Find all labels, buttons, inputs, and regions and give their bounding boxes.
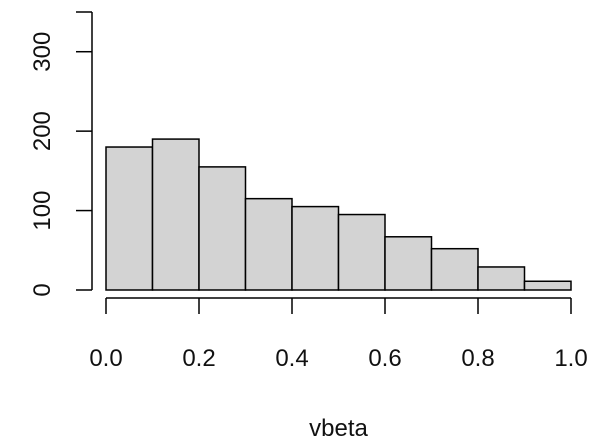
x-tick-label: 1.0	[554, 345, 587, 372]
histogram-bar	[384, 236, 433, 291]
y-tick-label: 300	[29, 32, 56, 72]
histogram-bar	[291, 205, 340, 291]
histogram-bar	[244, 197, 293, 291]
x-tick-label: 0.8	[461, 345, 494, 372]
histogram-bar	[523, 280, 572, 291]
x-tick-label: 0.6	[368, 345, 401, 372]
histogram-bar	[105, 146, 154, 291]
y-tick-label: 100	[29, 191, 56, 231]
x-tick-label: 0.2	[182, 345, 215, 372]
x-tick-label: 0.4	[275, 345, 308, 372]
x-axis-title: vbeta	[309, 415, 368, 442]
x-axis: 0.0 0.2 0.4 0.6 0.8 1.0	[89, 297, 588, 372]
histogram-bar	[337, 213, 386, 291]
y-axis: 0 100 200 300	[29, 11, 93, 297]
histogram-bar	[477, 266, 526, 291]
y-tick-label: 200	[29, 111, 56, 151]
histogram-bar	[198, 166, 247, 291]
x-tick-label: 0.0	[89, 345, 122, 372]
histogram-bar	[430, 247, 479, 291]
histogram-bar	[151, 138, 200, 291]
histogram-bars	[105, 138, 572, 291]
y-tick-label: 0	[29, 283, 56, 296]
